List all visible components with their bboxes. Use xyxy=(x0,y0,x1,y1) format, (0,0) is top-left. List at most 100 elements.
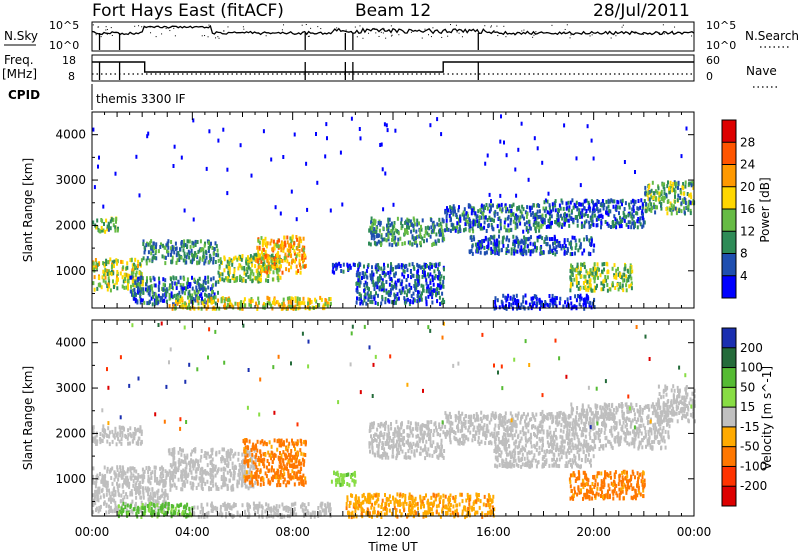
range-cell xyxy=(328,508,330,513)
range-cell xyxy=(389,288,392,293)
range-cell xyxy=(138,271,141,276)
range-cell xyxy=(139,474,142,479)
range-cell xyxy=(224,461,227,465)
range-cell xyxy=(154,510,157,515)
range-cell xyxy=(286,235,289,240)
nsearch-dot xyxy=(169,30,171,32)
range-cell xyxy=(555,220,558,225)
range-cell xyxy=(272,507,275,512)
range-cell xyxy=(574,204,577,209)
range-cell xyxy=(156,477,159,481)
range-cell xyxy=(478,246,481,251)
range-cell xyxy=(323,508,326,513)
range-cell xyxy=(176,295,179,300)
range-cell xyxy=(307,502,310,507)
range-cell xyxy=(492,203,494,208)
range-cell xyxy=(547,218,550,223)
range-cell xyxy=(181,296,184,301)
range-cell xyxy=(180,452,183,457)
range-cell xyxy=(203,261,206,266)
range-cell xyxy=(143,245,146,250)
range-cell xyxy=(333,270,336,275)
nsearch-dot xyxy=(150,32,152,34)
range-cell xyxy=(182,459,185,464)
range-cell xyxy=(498,248,501,253)
range-cell xyxy=(109,498,112,503)
range-cell xyxy=(106,268,108,273)
range-cell xyxy=(164,469,167,474)
range-cell xyxy=(649,192,652,197)
range-cell xyxy=(214,473,217,478)
range-cell xyxy=(293,251,296,256)
range-cell xyxy=(94,258,97,262)
range-cell xyxy=(220,459,223,464)
range-cell xyxy=(630,265,633,269)
range-cell xyxy=(135,476,138,481)
range-cell xyxy=(384,296,387,301)
range-cell xyxy=(600,213,603,218)
range-cell xyxy=(177,512,180,516)
range-cell xyxy=(326,503,329,508)
range-cell xyxy=(560,246,563,251)
range-cell xyxy=(301,247,304,252)
speckle-cell xyxy=(326,136,328,141)
nsearch-dot xyxy=(110,27,112,29)
range-cell xyxy=(550,214,553,219)
range-cell xyxy=(454,209,456,214)
nsearch-dot xyxy=(521,30,523,32)
range-cell xyxy=(245,272,248,277)
range-cell xyxy=(393,221,396,225)
range-cell xyxy=(426,286,429,291)
range-cell xyxy=(586,279,589,284)
range-cell xyxy=(487,223,490,228)
range-cell xyxy=(114,472,117,477)
range-cell xyxy=(319,510,321,515)
range-cell xyxy=(569,269,572,273)
speckle-cell xyxy=(226,191,229,196)
range-cell xyxy=(658,191,661,196)
range-cell xyxy=(124,505,127,509)
range-cell xyxy=(498,240,501,245)
range-cell xyxy=(241,482,244,487)
range-cell xyxy=(183,474,186,479)
range-cell xyxy=(203,243,206,248)
range-cell xyxy=(262,262,265,266)
range-cell xyxy=(417,290,419,295)
range-cell xyxy=(260,259,263,264)
range-cell xyxy=(239,303,242,308)
range-cell xyxy=(276,264,279,269)
range-cell xyxy=(153,301,156,306)
range-cell xyxy=(200,248,202,253)
range-cell xyxy=(512,219,515,224)
range-cell xyxy=(179,247,181,252)
speckle-cell xyxy=(93,185,96,190)
range-cell xyxy=(121,465,124,470)
range-cell xyxy=(286,240,289,245)
range-cell xyxy=(366,281,369,286)
range-cell xyxy=(162,480,165,485)
range-cell xyxy=(678,207,681,212)
range-cell xyxy=(554,199,557,204)
range-cell xyxy=(591,219,594,224)
range-cell xyxy=(255,258,258,263)
range-cell xyxy=(180,459,183,464)
range-cell xyxy=(596,199,599,203)
range-cell xyxy=(581,223,584,228)
range-cell xyxy=(574,268,577,273)
range-cell xyxy=(507,223,510,228)
range-cell xyxy=(152,275,155,280)
range-cell xyxy=(555,244,558,249)
range-cell xyxy=(411,273,414,278)
range-cell xyxy=(171,255,174,260)
range-cell xyxy=(630,225,633,230)
nsearch-dot xyxy=(111,34,113,36)
range-cell xyxy=(215,306,218,311)
range-cell xyxy=(417,298,420,303)
range-cell xyxy=(104,271,107,276)
range-cell xyxy=(320,297,323,302)
range-cell xyxy=(376,280,379,285)
range-cell xyxy=(591,271,594,276)
nsearch-dot xyxy=(165,28,167,30)
range-cell xyxy=(656,205,658,210)
range-cell xyxy=(193,448,195,452)
